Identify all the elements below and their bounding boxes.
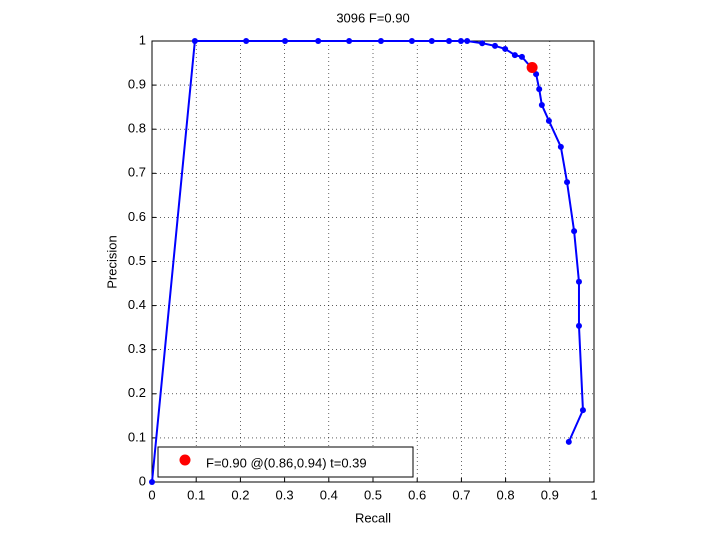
- point: [565, 438, 572, 445]
- point: [564, 179, 571, 186]
- y-tick-label: 0.1: [128, 429, 146, 444]
- legend-box: [157, 446, 414, 478]
- point: [479, 40, 486, 47]
- point: [575, 322, 582, 329]
- y-tick-label: 0: [139, 473, 146, 488]
- x-axis-label: Recall: [355, 510, 391, 525]
- point: [545, 117, 552, 124]
- legend-marker: [179, 454, 191, 466]
- y-tick-label: 0.4: [128, 297, 146, 312]
- point: [464, 38, 471, 44]
- y-tick-label: 0.8: [128, 121, 146, 136]
- legend-label: F=0.90 @(0.86,0.94) t=0.39: [206, 455, 367, 470]
- y-tick-label: 0.9: [128, 77, 146, 92]
- point: [538, 101, 545, 108]
- point: [518, 53, 525, 60]
- point: [526, 61, 538, 73]
- x-tick-label: 0.2: [231, 487, 249, 502]
- point: [575, 278, 582, 285]
- x-tick-label: 0: [148, 487, 155, 502]
- point: [579, 407, 586, 414]
- point: [315, 38, 322, 44]
- chart-title: 3096 F=0.90: [336, 10, 409, 25]
- x-tick-label: 0.9: [541, 487, 559, 502]
- x-tick-label: 0.6: [408, 487, 426, 502]
- point: [457, 38, 464, 44]
- point: [191, 38, 198, 44]
- y-tick-label: 1: [139, 32, 146, 47]
- point: [346, 38, 353, 44]
- point: [502, 45, 509, 52]
- point: [511, 52, 518, 59]
- point: [557, 143, 564, 150]
- point: [533, 71, 540, 78]
- y-axis-label: Precision: [104, 235, 119, 288]
- point: [243, 38, 250, 44]
- point: [377, 38, 384, 44]
- y-tick-label: 0.2: [128, 385, 146, 400]
- x-tick-label: 0.7: [452, 487, 470, 502]
- point: [571, 228, 578, 235]
- point: [491, 42, 498, 49]
- point: [428, 38, 435, 44]
- y-tick-label: 0.7: [128, 165, 146, 180]
- y-tick-label: 0.5: [128, 253, 146, 268]
- x-tick-label: 1: [590, 487, 597, 502]
- y-tick-label: 0.6: [128, 209, 146, 224]
- x-tick-label: 0.1: [187, 487, 205, 502]
- point: [282, 38, 289, 44]
- x-tick-label: 0.4: [320, 487, 338, 502]
- y-tick-label: 0.3: [128, 341, 146, 356]
- x-tick-label: 0.5: [364, 487, 382, 502]
- point: [536, 86, 543, 93]
- x-tick-label: 0.3: [276, 487, 294, 502]
- point: [446, 38, 453, 44]
- x-tick-label: 0.8: [497, 487, 515, 502]
- point: [408, 38, 415, 44]
- point: [149, 479, 155, 485]
